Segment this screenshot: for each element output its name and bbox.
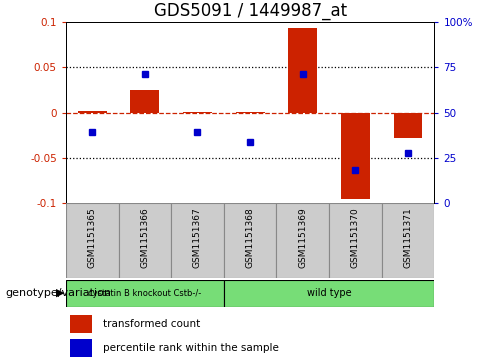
Text: GSM1151368: GSM1151368	[245, 207, 255, 268]
Bar	[329, 203, 382, 278]
Bar	[288, 28, 317, 113]
Title: GDS5091 / 1449987_at: GDS5091 / 1449987_at	[154, 3, 346, 20]
Text: transformed count: transformed count	[103, 319, 200, 330]
Bar	[224, 280, 434, 307]
Bar	[341, 113, 370, 199]
Bar	[70, 339, 92, 357]
Text: wild type: wild type	[307, 288, 351, 298]
Text: ▶: ▶	[56, 288, 64, 298]
Bar	[119, 203, 171, 278]
Bar	[70, 315, 92, 333]
Bar	[276, 203, 329, 278]
Bar	[130, 90, 159, 113]
Text: GSM1151371: GSM1151371	[404, 207, 412, 268]
Text: GSM1151370: GSM1151370	[351, 207, 360, 268]
Bar	[183, 112, 212, 113]
Bar	[393, 113, 423, 138]
Text: GSM1151367: GSM1151367	[193, 207, 202, 268]
Bar	[382, 203, 434, 278]
Text: GSM1151369: GSM1151369	[298, 207, 307, 268]
Text: genotype/variation: genotype/variation	[5, 288, 111, 298]
Text: GSM1151365: GSM1151365	[88, 207, 97, 268]
Text: GSM1151366: GSM1151366	[141, 207, 149, 268]
Text: cystatin B knockout Cstb-/-: cystatin B knockout Cstb-/-	[88, 289, 202, 298]
Bar	[66, 280, 224, 307]
Bar	[171, 203, 224, 278]
Bar	[236, 112, 264, 113]
Bar	[66, 203, 119, 278]
Bar	[78, 111, 107, 113]
Text: percentile rank within the sample: percentile rank within the sample	[103, 343, 279, 353]
Bar	[224, 203, 276, 278]
